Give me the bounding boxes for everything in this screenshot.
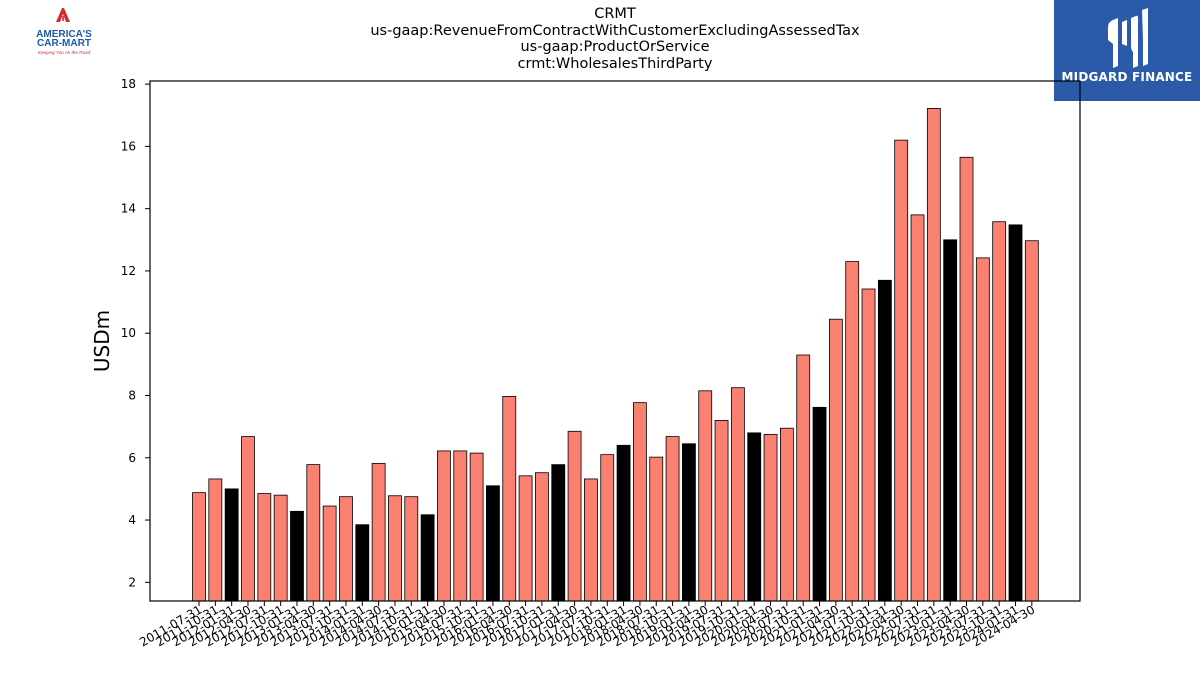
bar-2019-04-30 xyxy=(698,390,713,602)
bar-2022-07-31 xyxy=(910,214,925,602)
bar-2014-01-31 xyxy=(355,524,370,602)
y-tick-label: 18 xyxy=(121,77,136,91)
midgard-logo-mark xyxy=(1108,8,1148,68)
bar-2024-01-31 xyxy=(1008,224,1023,602)
car-mart-logo-tagline: Keeping You on the Road xyxy=(38,50,91,55)
bar-2015-01-31 xyxy=(420,514,435,602)
plot-frame xyxy=(149,80,1081,602)
bar-2014-10-31 xyxy=(404,496,419,602)
chart-title-block: CRMT us-gaap:RevenueFromContractWithCust… xyxy=(300,6,930,72)
bar-2020-07-31 xyxy=(779,427,794,602)
bar-2014-07-31 xyxy=(388,495,402,602)
bar-2019-01-31 xyxy=(682,443,696,602)
bar-2017-01-31 xyxy=(551,464,566,602)
bar-2016-04-30 xyxy=(502,396,517,602)
bar-2012-01-31 xyxy=(224,488,239,602)
bar-2012-04-30 xyxy=(241,436,255,602)
bar-2024-04-30 xyxy=(1024,240,1039,602)
y-tick-label: 4 xyxy=(128,513,136,527)
bar-2018-07-31 xyxy=(649,456,664,602)
bar-2018-04-30 xyxy=(633,402,647,602)
bar-2013-07-31 xyxy=(322,505,337,602)
chart-title-ticker: CRMT xyxy=(594,6,636,22)
midgard-logo-text: MIDGARD FINANCE xyxy=(1061,70,1193,84)
car-mart-logo-mark: AMERICA'S CAR-MART Keeping You on the Ro… xyxy=(36,8,92,55)
bar-2013-01-31 xyxy=(290,510,304,602)
y-tick-label: 6 xyxy=(128,451,136,465)
bar-2023-10-31 xyxy=(992,221,1007,602)
bar-2016-01-31 xyxy=(486,485,500,602)
bar-2011-10-31 xyxy=(208,478,223,602)
chart-title-axis: us-gaap:ProductOrService xyxy=(520,39,710,55)
x-axis: 2011-07-312011-10-312012-01-312012-04-30… xyxy=(137,601,1037,649)
bar-2017-07-31 xyxy=(584,478,598,602)
bar-2017-04-30 xyxy=(567,430,582,602)
y-tick-label: 14 xyxy=(121,202,136,216)
bar-2018-01-31 xyxy=(616,444,631,602)
bar-2016-10-31 xyxy=(535,472,549,602)
y-tick-label: 2 xyxy=(128,575,136,589)
y-axis: 2 4 6 8 10 12 14 16 18 xyxy=(121,77,150,589)
y-tick-label: 8 xyxy=(128,388,136,402)
car-mart-logo-line2: CAR-MART xyxy=(37,38,91,49)
bar-2021-04-30 xyxy=(828,318,843,602)
bar-2011-07-31 xyxy=(192,492,206,602)
bar-2017-10-31 xyxy=(600,454,615,602)
bar-2016-07-31 xyxy=(518,475,533,602)
bar-2020-10-31 xyxy=(796,354,811,602)
bar-2014-04-30 xyxy=(371,462,386,602)
bar-2022-01-31 xyxy=(877,279,892,602)
americas-car-mart-logo: AMERICA'S CAR-MART Keeping You on the Ro… xyxy=(18,6,110,58)
bar-2023-01-31 xyxy=(943,239,958,602)
bar-2012-07-31 xyxy=(257,493,272,602)
bar-2021-07-31 xyxy=(845,261,860,602)
bar-2021-01-31 xyxy=(812,406,827,602)
bar-2015-10-31 xyxy=(469,452,484,602)
bar-2019-07-31 xyxy=(714,419,729,602)
bar-2022-04-30 xyxy=(894,139,909,602)
chart-title-member: crmt:WholesalesThirdParty xyxy=(517,55,713,72)
bar-2018-10-31 xyxy=(665,436,680,602)
bar-2023-07-31 xyxy=(975,257,990,602)
y-tick-label: 16 xyxy=(121,139,136,153)
y-axis-label: USDm xyxy=(90,310,114,372)
car-mart-logo-line1: AMERICA'S xyxy=(36,29,92,40)
bar-2021-10-31 xyxy=(861,288,876,602)
bar-2020-04-30 xyxy=(763,434,778,602)
bar-2013-04-30 xyxy=(306,464,321,602)
y-tick-label: 12 xyxy=(121,264,136,278)
bar-2022-10-31 xyxy=(926,108,941,602)
bar-2013-10-31 xyxy=(339,496,353,602)
bar-2015-04-30 xyxy=(437,450,451,602)
y-tick-label: 10 xyxy=(121,326,136,340)
bar-2015-07-31 xyxy=(453,450,468,602)
chart-title-concept: us-gaap:RevenueFromContractWithCustomerE… xyxy=(370,22,860,39)
midgard-finance-logo: MIDGARD FINANCE xyxy=(1054,0,1200,101)
bars-group xyxy=(192,108,1039,602)
bar-2020-01-31 xyxy=(747,432,762,602)
bar-2019-10-31 xyxy=(730,387,745,602)
bar-2023-04-30 xyxy=(959,156,974,602)
bar-2012-10-31 xyxy=(273,494,288,602)
